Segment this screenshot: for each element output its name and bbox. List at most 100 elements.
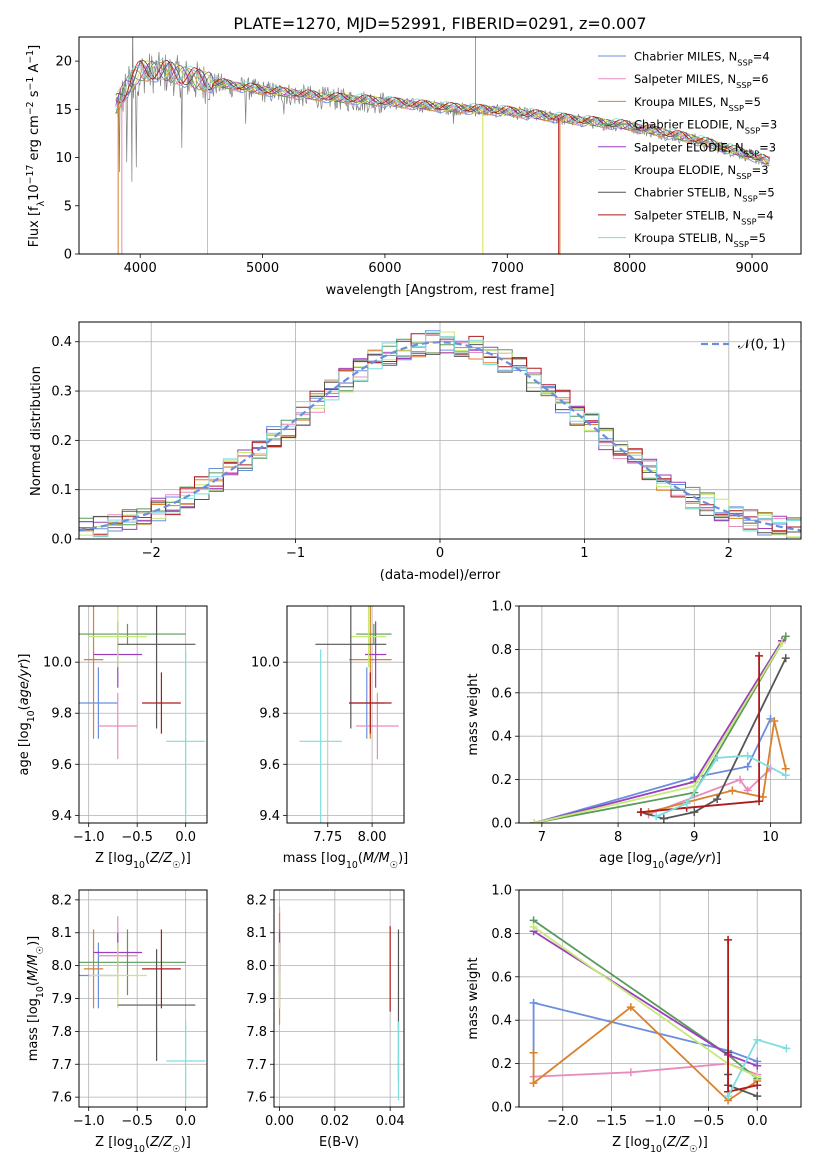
series-chabrier-stelib-marker xyxy=(753,1092,762,1101)
x-tick-label: 2 xyxy=(725,546,733,561)
x-tick-label: 0 xyxy=(436,546,444,561)
y-tick-label: 8.1 xyxy=(246,926,267,941)
y-tick-label: 8.2 xyxy=(246,893,267,908)
series-kroupa-stelib-marker xyxy=(753,1035,762,1044)
x-tick-label: 9000 xyxy=(736,261,769,276)
y-tick-label: 7.7 xyxy=(246,1058,267,1073)
x-tick-label: 9 xyxy=(690,830,698,845)
histogram-chabrier-stelib xyxy=(79,338,801,535)
series-chabrier-miles xyxy=(532,1001,758,1063)
legend-entry: Salpeter STELIB, NSSP=4 xyxy=(634,208,774,226)
series-kroupa-stelib-marker xyxy=(743,751,752,760)
series-salpeter-stelib-marker xyxy=(755,797,764,806)
y-tick-label: 0.0 xyxy=(491,1101,512,1116)
series-chabrier-miles-marker xyxy=(529,998,538,1007)
y-axis-label: mass weight xyxy=(466,673,481,755)
series-kroupa-stelib-marker xyxy=(781,771,790,780)
series-chabrier-stelib-marker xyxy=(690,808,699,817)
age_vs_mass-axes: 7.75 8.00 9.4 9.6 9.8 10.0 mass [log10(M/M☉)] xyxy=(251,605,409,871)
y-tick-label: 0.4 xyxy=(491,1014,512,1029)
series-chabrier-elodie-marker xyxy=(781,632,790,641)
legend-entry: Salpeter MILES, NSSP=6 xyxy=(634,72,769,90)
axes-frame xyxy=(518,605,802,824)
series-kroupa-elodie-marker xyxy=(530,819,539,823)
y-tick-label: 8.1 xyxy=(51,926,72,941)
series-salpeter-stelib-marker xyxy=(755,651,764,660)
series-salpeter-stelib-marker xyxy=(724,935,733,944)
series-kroupa-miles-marker xyxy=(758,792,767,801)
y-tick-label: 8.0 xyxy=(246,959,267,974)
x-axis-label: E(B-V) xyxy=(319,1135,359,1150)
axes-frame xyxy=(286,605,405,824)
plot-area xyxy=(530,632,790,823)
series-salpeter-stelib-marker xyxy=(636,808,645,817)
legend-entry: Kroupa MILES, NSSP=5 xyxy=(634,95,761,113)
series-kroupa-elodie-marker xyxy=(777,638,786,647)
y-tick-label: 10.0 xyxy=(43,656,72,671)
legend-entry: Chabrier STELIB, NSSP=5 xyxy=(634,186,775,204)
legend-entry: 𝒩(0, 1) xyxy=(738,338,785,353)
y-tick-label: 1.0 xyxy=(491,600,512,615)
y-tick-label: 0 xyxy=(64,248,72,263)
y-axis-label: Normed distribution xyxy=(29,366,44,496)
y-tick-label: 9.6 xyxy=(51,758,72,773)
x-tick-label: 0.04 xyxy=(376,1114,405,1129)
x-tick-label: −0.5 xyxy=(121,830,153,845)
y-tick-label: 9.6 xyxy=(259,758,280,773)
y-tick-label: 10 xyxy=(55,151,72,166)
y-tick-label: 7.7 xyxy=(51,1058,72,1073)
series-kroupa-miles-marker xyxy=(728,786,737,795)
x-tick-label: 10 xyxy=(762,830,779,845)
y-tick-label: 7.6 xyxy=(51,1091,72,1106)
y-axis-label: Flux [fλ10−17 erg cm−2 s−1 A−1] xyxy=(25,45,47,247)
x-tick-label: −0.5 xyxy=(121,1114,153,1129)
x-tick-label: 0.0 xyxy=(175,1114,196,1129)
series-salpeter-miles-marker xyxy=(626,1068,635,1077)
series-kroupa-miles-marker xyxy=(529,1048,538,1057)
x-axis-label: Z [log10(Z/Z☉)] xyxy=(95,851,191,871)
y-axis-label: mass weight xyxy=(466,957,481,1039)
x-axis-label: (data-model)/error xyxy=(380,568,501,583)
model-line-kroupa-miles xyxy=(115,61,770,167)
x-axis-label: Z [log10(Z/Z☉)] xyxy=(95,1135,191,1155)
y-tick-label: 0.2 xyxy=(51,434,72,449)
model-line-kroupa-elodie xyxy=(115,60,770,163)
series-salpeter-elodie-marker xyxy=(753,1061,762,1070)
age_vs_Z-axes: −1.0 −0.5 0.0 9.4 9.6 9.8 10.0 Z [log10(Z/Z☉)] a… xyxy=(17,605,208,871)
x-tick-label: 1 xyxy=(580,546,588,561)
y-tick-label: 8.0 xyxy=(51,959,72,974)
y-tick-label: 0.1 xyxy=(51,483,72,498)
y-tick-label: 7.6 xyxy=(246,1091,267,1106)
x-axis-label: mass [log10(M/M☉)] xyxy=(283,851,409,871)
model-line-kroupa-stelib xyxy=(115,58,770,163)
series-kroupa-elodie-marker xyxy=(529,922,538,931)
legend-entry: Salpeter ELODIE, NSSP=3 xyxy=(634,140,776,158)
y-tick-label: 1.0 xyxy=(491,884,512,899)
x-axis-label: age [log10(age/yr)] xyxy=(599,851,721,871)
series-kroupa-miles-marker xyxy=(529,1079,538,1088)
mass_vs_Z-axes: −1.0 −0.5 0.0 7.6 7.7 7.8 7.9 8.0 8.1 8.2 Z [log10… xyxy=(26,889,208,1155)
y-tick-label: 0.0 xyxy=(491,817,512,832)
gaussian-curve xyxy=(79,341,801,532)
x-tick-label: −1.0 xyxy=(644,1114,676,1129)
x-tick-label: −2.0 xyxy=(547,1114,579,1129)
x-tick-label: −1 xyxy=(286,546,305,561)
y-tick-label: 0.6 xyxy=(491,970,512,985)
series-kroupa-stelib-marker xyxy=(782,1044,791,1053)
y-tick-label: 7.8 xyxy=(246,1025,267,1040)
series-kroupa-miles-marker xyxy=(626,1003,635,1012)
x-tick-label: −1.0 xyxy=(73,830,105,845)
series-salpeter-stelib xyxy=(640,655,760,813)
histogram-axes: −2 −1 0 1 2 0.0 0.1 0.2 0.3 0.4 (data-model)/error… xyxy=(29,321,802,583)
y-tick-label: 7.8 xyxy=(51,1025,72,1040)
y-tick-label: 7.9 xyxy=(246,992,267,1007)
x-tick-label: −0.5 xyxy=(693,1114,725,1129)
legend-entry: Kroupa ELODIE, NSSP=3 xyxy=(634,163,769,181)
plot-area xyxy=(278,906,400,1101)
y-tick-label: 0.2 xyxy=(491,1057,512,1072)
series-kroupa-miles-marker xyxy=(770,717,779,726)
x-tick-label: 7 xyxy=(538,830,546,845)
y-tick-label: 9.4 xyxy=(51,809,72,824)
plot-area xyxy=(529,916,791,1105)
